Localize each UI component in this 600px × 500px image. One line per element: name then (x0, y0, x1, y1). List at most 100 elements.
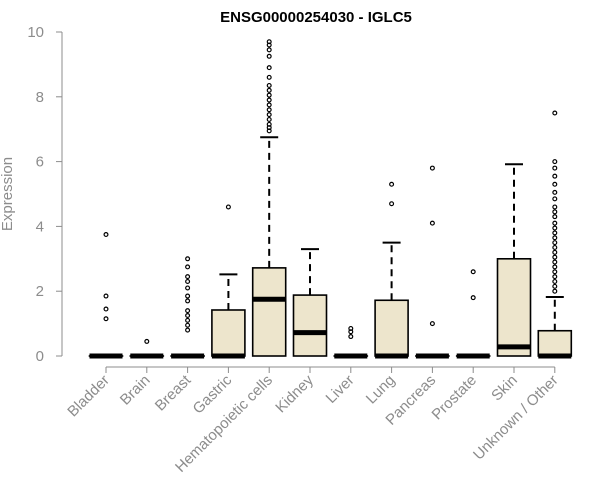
outlier-point (185, 278, 191, 284)
box-rect (292, 294, 328, 357)
box-group (129, 338, 165, 359)
outlier-point (266, 74, 272, 80)
box-group (496, 163, 532, 357)
outlier-point (552, 249, 558, 255)
outlier-point (185, 322, 191, 328)
x-tick-label: Liver (323, 372, 358, 407)
chart-title: ENSG00000254030 - IGLC5 (220, 9, 412, 26)
outlier-point (103, 306, 109, 312)
y-tick-label: 6 (36, 154, 44, 171)
outlier-point (103, 232, 109, 238)
outlier-point (348, 334, 354, 340)
outlier-point (552, 181, 558, 187)
x-tick-label: Kidney (272, 371, 317, 416)
box-rect (496, 257, 532, 357)
outlier-point (552, 235, 558, 241)
outlier-point (103, 316, 109, 322)
outlier-point (266, 116, 272, 122)
outlier-point (429, 321, 435, 327)
outlier-point (552, 110, 558, 116)
box-rect (374, 299, 409, 357)
outlier-point (552, 259, 558, 265)
outlier-point (552, 165, 558, 171)
x-tick-label: Brain (117, 372, 154, 409)
outlier-point (552, 225, 558, 231)
outlier-point (266, 92, 272, 98)
outlier-point (348, 329, 354, 335)
x-tick-label: Breast (152, 371, 195, 414)
outlier-point (266, 53, 272, 59)
x-tick-label: Bladder (64, 372, 113, 421)
outlier-point (266, 42, 272, 48)
outlier-point (552, 220, 558, 226)
outlier-point (552, 274, 558, 280)
outlier-point (266, 65, 272, 71)
outlier-point (185, 313, 191, 319)
outlier-point (266, 112, 272, 118)
outlier-point (144, 338, 150, 344)
outlier-point (552, 204, 558, 210)
x-tick-label: Prostate (428, 372, 480, 424)
outlier-point (470, 269, 476, 275)
outlier-point (185, 256, 191, 262)
outlier-point (185, 327, 191, 333)
outlier-point (266, 107, 272, 113)
outlier-point (552, 269, 558, 275)
outlier-point (552, 264, 558, 270)
box-group (455, 269, 491, 359)
outlier-point (552, 214, 558, 220)
box-rect (537, 329, 573, 357)
outlier-point (185, 317, 191, 323)
box-rect (211, 309, 246, 357)
box-group (170, 256, 205, 359)
y-tick-label: 8 (36, 89, 44, 106)
outlier-point (266, 128, 272, 134)
box-group (88, 232, 124, 359)
outlier-point (552, 240, 558, 246)
outlier-point (429, 165, 435, 171)
outlier-point (470, 295, 476, 301)
outlier-point (552, 159, 558, 165)
box-group (292, 248, 328, 357)
outlier-point (552, 254, 558, 260)
outlier-point (552, 189, 558, 195)
outlier-point (103, 293, 109, 299)
outlier-point (185, 285, 191, 291)
y-tick-label: 2 (36, 283, 44, 300)
box-group (251, 39, 287, 357)
outlier-point (225, 204, 231, 210)
x-tick-label: Lung (363, 372, 399, 408)
outlier-point (266, 82, 272, 88)
box-group (374, 181, 409, 359)
outlier-point (185, 308, 191, 314)
y-axis: 0 2 4 6 8 10 (27, 24, 63, 365)
outlier-point (185, 298, 191, 304)
y-tick-label: 10 (27, 24, 44, 41)
box-group (537, 110, 573, 359)
outlier-point (552, 209, 558, 215)
outlier-point (389, 181, 395, 187)
outlier-point (185, 274, 191, 280)
outlier-point (552, 230, 558, 236)
y-tick-label: 4 (36, 218, 44, 235)
outlier-point (552, 196, 558, 202)
box-group (415, 165, 450, 359)
box-rect (251, 267, 287, 357)
outlier-point (266, 87, 272, 93)
outlier-point (266, 47, 272, 53)
outlier-point (266, 102, 272, 108)
outlier-point (185, 293, 191, 299)
box-group (211, 204, 246, 359)
outlier-point (552, 244, 558, 250)
outlier-point (552, 288, 558, 294)
outlier-point (552, 278, 558, 284)
outlier-point (389, 201, 395, 207)
boxes-layer (88, 39, 573, 359)
outlier-point (185, 264, 191, 270)
outlier-point (552, 283, 558, 289)
outlier-point (429, 220, 435, 226)
box-group (333, 325, 369, 359)
x-tick-label: Skin (488, 372, 521, 405)
